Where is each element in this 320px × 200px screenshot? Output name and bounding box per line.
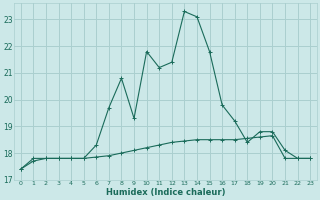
X-axis label: Humidex (Indice chaleur): Humidex (Indice chaleur) — [106, 188, 225, 197]
